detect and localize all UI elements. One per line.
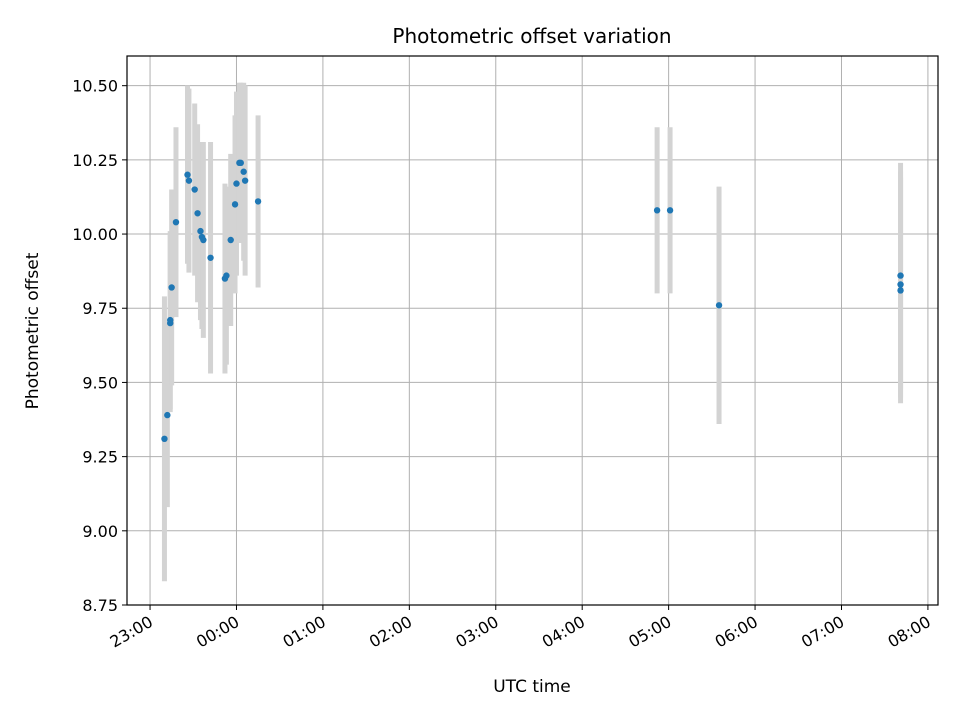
data-point xyxy=(167,316,174,324)
data-point xyxy=(897,272,904,279)
y-axis-label: Photometric offset xyxy=(23,252,43,409)
error-bars xyxy=(161,82,904,582)
data-point xyxy=(233,180,240,187)
plot-frame xyxy=(126,55,939,606)
x-tick-label: 05:00 xyxy=(625,612,674,652)
x-tick-label: 00:00 xyxy=(193,612,242,652)
data-point xyxy=(653,207,661,214)
data-point xyxy=(897,281,904,288)
data-point xyxy=(254,198,262,205)
y-tick-label: 10.00 xyxy=(72,225,118,244)
y-tick-label: 10.50 xyxy=(72,77,118,96)
data-point xyxy=(241,177,249,184)
data-point xyxy=(207,254,214,261)
y-tick-label: 10.25 xyxy=(72,151,118,170)
data-point xyxy=(240,168,247,175)
x-tick-label: 23:00 xyxy=(107,612,156,652)
data-point xyxy=(172,218,180,226)
y-axis: 8.75 9.00 9.25 9.50 9.75 10.00 10.25 10.50 xyxy=(72,77,127,615)
data-point xyxy=(715,302,723,309)
y-tick-label: 9.75 xyxy=(82,299,118,318)
y-tick-label: 9.00 xyxy=(82,522,118,541)
data-point xyxy=(223,272,230,279)
data-point xyxy=(185,177,193,184)
grid xyxy=(127,56,938,606)
data-point xyxy=(161,435,168,443)
y-tick-label: 9.50 xyxy=(82,373,118,392)
data-point xyxy=(168,284,175,291)
x-tick-label: 06:00 xyxy=(712,612,761,652)
data-point xyxy=(164,411,171,419)
data-point xyxy=(194,210,201,217)
y-tick-label: 9.25 xyxy=(82,448,118,467)
x-tick-label: 03:00 xyxy=(452,612,501,652)
data-point xyxy=(200,236,207,244)
data-point xyxy=(237,159,244,167)
data-point xyxy=(184,171,191,178)
x-axis: 23:00 00:00 01:00 02:00 03:00 04:00 05:00 06:00… xyxy=(107,605,934,652)
data-point xyxy=(666,207,674,214)
x-tick-label: 07:00 xyxy=(798,612,847,652)
x-tick-label: 04:00 xyxy=(539,612,588,652)
chart-title: Photometric offset variation xyxy=(392,24,671,48)
x-tick-label: 01:00 xyxy=(279,612,328,652)
x-tick-label: 02:00 xyxy=(366,612,415,652)
data-point xyxy=(897,287,904,294)
data-point xyxy=(227,236,234,244)
x-tick-label: 08:00 xyxy=(884,612,933,652)
data-point xyxy=(191,186,198,193)
data-point xyxy=(231,201,239,208)
data-point xyxy=(197,227,204,235)
data-points xyxy=(161,159,904,443)
y-tick-label: 8.75 xyxy=(82,596,118,615)
x-axis-label: UTC time xyxy=(493,677,571,697)
